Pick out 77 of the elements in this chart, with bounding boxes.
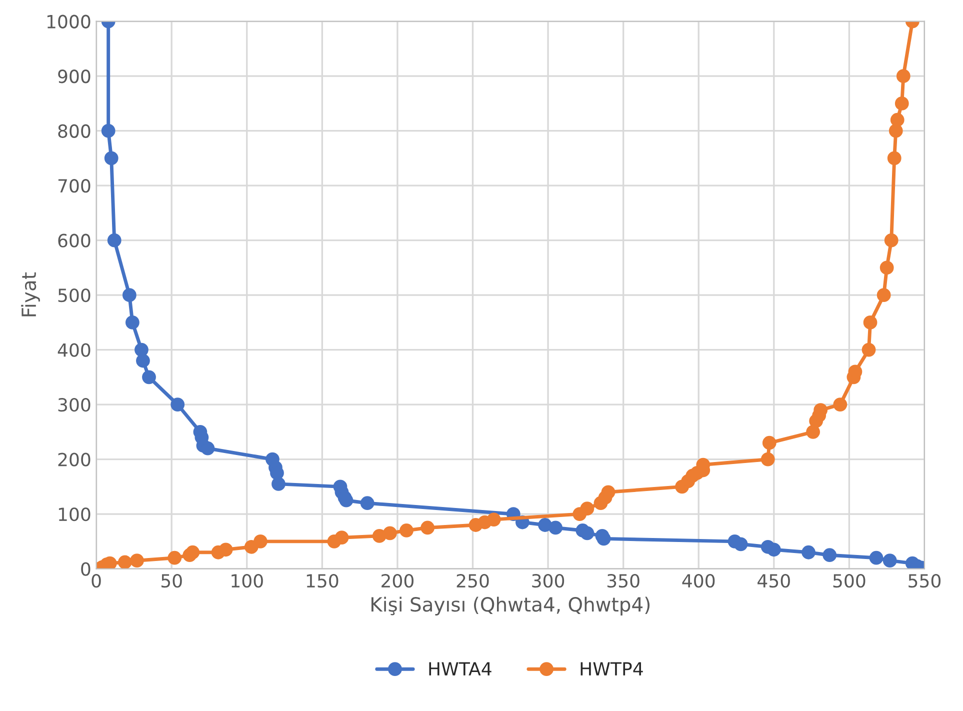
point	[382, 526, 397, 540]
point	[896, 69, 910, 84]
point	[888, 124, 903, 138]
point	[601, 485, 616, 500]
y-axis-title: Fiyat	[21, 272, 40, 316]
point	[762, 436, 776, 450]
point	[806, 424, 820, 439]
x-tick-label: 150	[306, 574, 338, 588]
point	[130, 554, 144, 568]
point	[760, 452, 775, 466]
point	[887, 151, 902, 166]
point	[186, 545, 200, 560]
point	[869, 550, 884, 565]
point	[548, 520, 563, 535]
x-tick-label: 550	[908, 574, 941, 588]
point	[766, 542, 781, 557]
point	[125, 315, 140, 330]
point	[134, 342, 148, 357]
point	[400, 524, 414, 538]
point	[894, 96, 909, 110]
point	[218, 542, 233, 557]
x-tick-label: 100	[232, 574, 263, 588]
point	[580, 526, 594, 540]
x-axis-title: Kişi Sayısı (Qhwta4, Qhwtp4)	[372, 596, 650, 616]
x-tick-label: 350	[607, 574, 640, 588]
y-tick-label: 600	[58, 234, 90, 248]
point	[122, 288, 136, 302]
y-tick-label: 1000	[47, 14, 90, 28]
x-tick-label: 200	[382, 574, 414, 588]
x-tick-label: 300	[532, 574, 564, 588]
point	[814, 403, 828, 417]
point	[880, 260, 894, 275]
x-tick-label: 50	[161, 574, 182, 588]
point	[596, 532, 611, 546]
y-tick-label: 900	[58, 70, 90, 84]
x-tick-label: 500	[833, 574, 866, 588]
point	[486, 512, 501, 526]
point	[200, 441, 215, 456]
point	[253, 534, 268, 548]
point	[862, 342, 876, 357]
y-tick-label: 100	[58, 508, 90, 522]
point	[136, 354, 150, 368]
point	[876, 288, 891, 302]
point	[270, 466, 284, 480]
point	[170, 398, 185, 412]
y-tick-label: 400	[58, 343, 90, 357]
point	[104, 151, 118, 166]
point	[142, 370, 156, 384]
point	[833, 398, 848, 412]
x-tick-label: 0	[92, 574, 101, 588]
point	[360, 496, 374, 510]
point	[118, 555, 132, 569]
point	[272, 476, 286, 491]
y-tick-label: 200	[58, 452, 90, 466]
legend-label: HWTP4	[580, 662, 643, 676]
point	[822, 548, 837, 562]
point	[107, 233, 122, 248]
y-tick-label: 0	[81, 562, 90, 576]
point	[101, 124, 116, 138]
y-tick-label: 500	[58, 288, 90, 302]
point	[890, 112, 904, 127]
y-tick-label: 800	[58, 124, 90, 138]
point	[334, 530, 349, 545]
x-tick-label: 250	[456, 574, 489, 588]
point	[884, 233, 898, 248]
point	[882, 554, 897, 568]
point	[802, 545, 816, 560]
x-tick-label: 400	[682, 574, 715, 588]
y-tick-label: 300	[58, 398, 90, 412]
legend-label: HWTA4	[429, 662, 492, 676]
y-tick-label: 700	[58, 179, 90, 193]
point	[168, 550, 182, 565]
point	[734, 537, 748, 552]
point	[420, 520, 435, 535]
point	[580, 502, 594, 516]
x-tick-label: 450	[758, 574, 790, 588]
point	[863, 315, 878, 330]
